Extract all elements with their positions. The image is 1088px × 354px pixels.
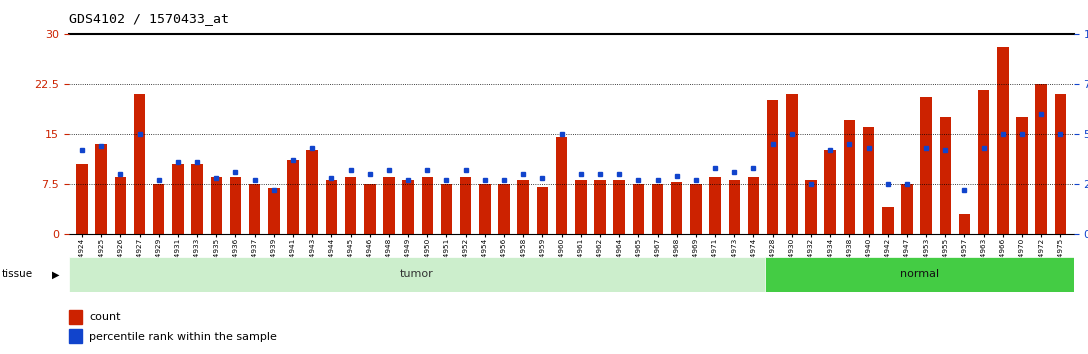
- Bar: [479, 184, 491, 234]
- Bar: [69, 257, 765, 292]
- Bar: [518, 180, 529, 234]
- Bar: [1016, 117, 1028, 234]
- Bar: [307, 150, 318, 234]
- Bar: [498, 184, 510, 234]
- Bar: [1054, 93, 1066, 234]
- Bar: [421, 177, 433, 234]
- Bar: [230, 177, 242, 234]
- Bar: [325, 180, 337, 234]
- Bar: [690, 184, 702, 234]
- Bar: [767, 100, 778, 234]
- Bar: [556, 137, 567, 234]
- Text: percentile rank within the sample: percentile rank within the sample: [89, 332, 277, 342]
- Bar: [729, 180, 740, 234]
- Bar: [210, 177, 222, 234]
- Bar: [114, 177, 126, 234]
- Bar: [287, 160, 299, 234]
- Bar: [249, 184, 260, 234]
- Text: count: count: [89, 312, 121, 322]
- Bar: [536, 187, 548, 234]
- Text: normal: normal: [900, 269, 939, 279]
- Bar: [268, 188, 280, 234]
- Bar: [153, 184, 164, 234]
- Bar: [765, 257, 1074, 292]
- Bar: [191, 164, 202, 234]
- Text: tissue: tissue: [2, 269, 34, 279]
- Bar: [747, 177, 759, 234]
- Bar: [96, 144, 107, 234]
- Bar: [940, 117, 951, 234]
- Bar: [576, 180, 586, 234]
- Bar: [882, 207, 893, 234]
- Bar: [172, 164, 184, 234]
- Bar: [364, 184, 375, 234]
- Bar: [920, 97, 932, 234]
- Bar: [652, 184, 664, 234]
- Bar: [671, 182, 682, 234]
- Bar: [69, 310, 82, 324]
- Bar: [134, 93, 146, 234]
- Text: ▶: ▶: [52, 269, 60, 279]
- Bar: [825, 150, 836, 234]
- Bar: [709, 177, 721, 234]
- Bar: [345, 177, 357, 234]
- Bar: [594, 180, 606, 234]
- Bar: [383, 177, 395, 234]
- Bar: [978, 90, 989, 234]
- Bar: [614, 180, 625, 234]
- Bar: [403, 180, 413, 234]
- Text: GDS4102 / 1570433_at: GDS4102 / 1570433_at: [69, 12, 228, 25]
- Bar: [863, 127, 875, 234]
- Bar: [76, 164, 88, 234]
- Bar: [632, 184, 644, 234]
- Bar: [997, 47, 1009, 234]
- Bar: [843, 120, 855, 234]
- Bar: [959, 213, 970, 234]
- Bar: [69, 329, 82, 343]
- Text: tumor: tumor: [399, 269, 433, 279]
- Bar: [805, 180, 817, 234]
- Bar: [460, 177, 471, 234]
- Bar: [786, 93, 798, 234]
- Bar: [901, 184, 913, 234]
- Bar: [441, 184, 453, 234]
- Bar: [1036, 84, 1047, 234]
